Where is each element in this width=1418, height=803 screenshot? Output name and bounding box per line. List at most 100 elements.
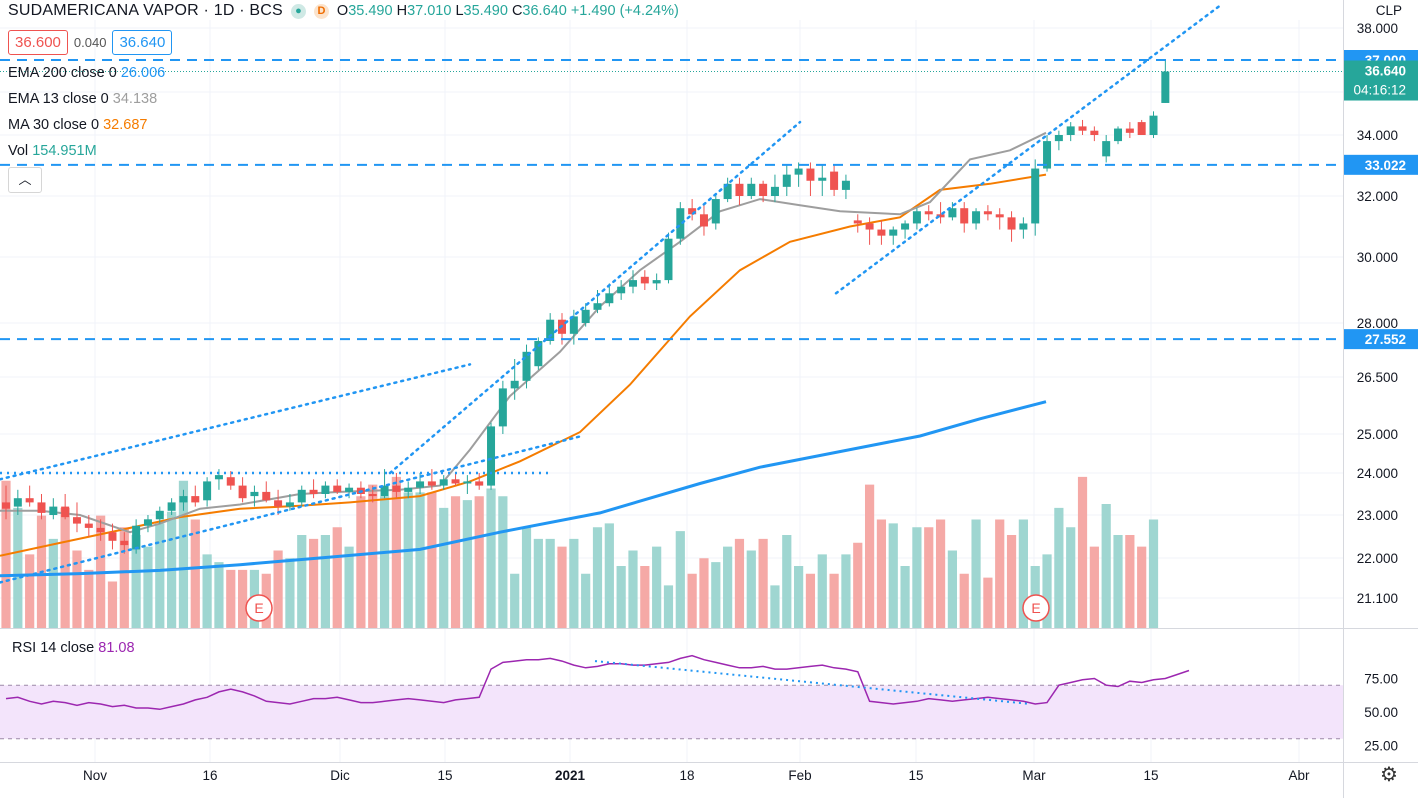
indicator-ema13[interactable]: EMA 13 close 0 34.138: [8, 91, 158, 107]
ema13-line: [0, 131, 1047, 534]
volume-bar: [521, 527, 532, 628]
time-tick-label: Dic: [330, 768, 350, 783]
candle-body: [747, 183, 756, 196]
buy-price-button[interactable]: 36.640: [112, 30, 173, 55]
price-tick-label: 23.000: [1357, 508, 1398, 523]
currency-label: CLP: [1376, 3, 1402, 18]
indicator-volume[interactable]: Vol 154.951M: [8, 143, 97, 159]
candle-body: [723, 183, 732, 200]
price-level-tag: 27.552: [1344, 329, 1418, 350]
candle: [652, 273, 661, 290]
candle-body: [1125, 128, 1134, 133]
candle-body: [120, 540, 129, 546]
volume-bar: [486, 488, 496, 628]
candle-body: [250, 491, 259, 497]
candle: [628, 270, 637, 294]
price-level-tag-text: 33.022: [1365, 158, 1406, 173]
volume-bar: [131, 535, 141, 628]
volume-bar: [25, 554, 35, 628]
sell-price-button[interactable]: 36.600: [8, 30, 68, 55]
candle-body: [368, 494, 377, 497]
candle: [1102, 135, 1111, 163]
candle: [427, 469, 436, 490]
candle: [522, 344, 531, 389]
candle: [238, 477, 247, 503]
candle: [309, 479, 318, 499]
volume-bar: [805, 573, 816, 628]
candle-body: [759, 183, 768, 196]
volume-bar: [439, 507, 449, 628]
candle-body: [427, 481, 436, 486]
candle: [25, 485, 34, 507]
indicator-ema200[interactable]: EMA 200 close 0 26.006: [8, 65, 166, 81]
candle-body: [498, 388, 507, 427]
candle: [735, 177, 744, 206]
candle-body: [830, 171, 839, 190]
price-level-tag: 33.022: [1344, 154, 1418, 175]
time-tick-label: 16: [202, 768, 217, 783]
candle-body: [782, 174, 791, 187]
volume-bar: [995, 519, 1005, 628]
volume-bar: [983, 577, 993, 628]
volume-bar: [1125, 535, 1135, 628]
price-tick-label: 22.000: [1357, 551, 1398, 566]
candle-body: [2, 502, 10, 509]
volume-bar: [379, 496, 390, 628]
candle: [2, 485, 10, 520]
candle-body: [664, 238, 673, 281]
last-price-tag-bg: [1344, 60, 1418, 101]
candle-body: [735, 183, 744, 196]
rsi-legend[interactable]: RSI 14 close 81.08: [12, 640, 135, 656]
candle-body: [191, 496, 200, 503]
volume-bar: [178, 480, 189, 628]
candle: [333, 479, 342, 494]
volume-bar: [557, 546, 567, 628]
volume-bar: [533, 538, 543, 628]
candle-body: [179, 496, 188, 503]
chevron-up-icon[interactable]: ︿: [8, 167, 42, 193]
candle-body: [628, 280, 637, 287]
candle-body: [274, 500, 283, 507]
volume-bar: [1113, 535, 1123, 628]
candle-body: [487, 426, 496, 486]
candle: [143, 515, 152, 533]
candle-body: [522, 351, 531, 381]
volume-bar: [569, 538, 579, 628]
volume-bar: [474, 496, 484, 628]
candle-body: [108, 532, 117, 541]
volume-bar: [285, 558, 295, 628]
volume-bar: [332, 527, 342, 628]
volume-bar: [308, 538, 319, 628]
volume-bar: [900, 566, 910, 628]
volume-bar: [143, 546, 153, 628]
symbol-header: SUDAMERICANA VAPOR · 1D · BCS ● D O35.49…: [8, 0, 679, 22]
volume-bar: [770, 585, 780, 628]
quote-row: 36.600 0.040 36.640: [8, 30, 679, 55]
candle-body: [983, 211, 992, 215]
data-badge[interactable]: D: [313, 3, 329, 19]
price-level-tag-text: 27.552: [1365, 332, 1406, 347]
candle-body: [912, 211, 921, 224]
volume-bar: [190, 519, 200, 628]
gear-icon[interactable]: ⚙: [1380, 764, 1398, 786]
candle-body: [948, 208, 957, 218]
volume-bar: [13, 507, 23, 628]
indicator-ma30[interactable]: MA 30 close 0 32.687: [8, 117, 148, 133]
candle-body: [901, 223, 910, 230]
candle-body: [865, 223, 874, 230]
candle-body: [203, 481, 212, 501]
volume-bar: [971, 519, 981, 628]
candle-body: [345, 487, 354, 492]
candle: [203, 477, 212, 507]
volume-bar: [853, 542, 863, 628]
candle-body: [392, 485, 401, 492]
earnings-marker: E: [1022, 594, 1050, 622]
candle: [510, 359, 519, 400]
symbol-name[interactable]: SUDAMERICANA VAPOR · 1D · BCS: [8, 2, 283, 19]
candle-body: [546, 319, 555, 341]
candle-body: [96, 527, 105, 533]
candle: [972, 208, 981, 230]
eye-icon[interactable]: ●: [290, 3, 306, 19]
